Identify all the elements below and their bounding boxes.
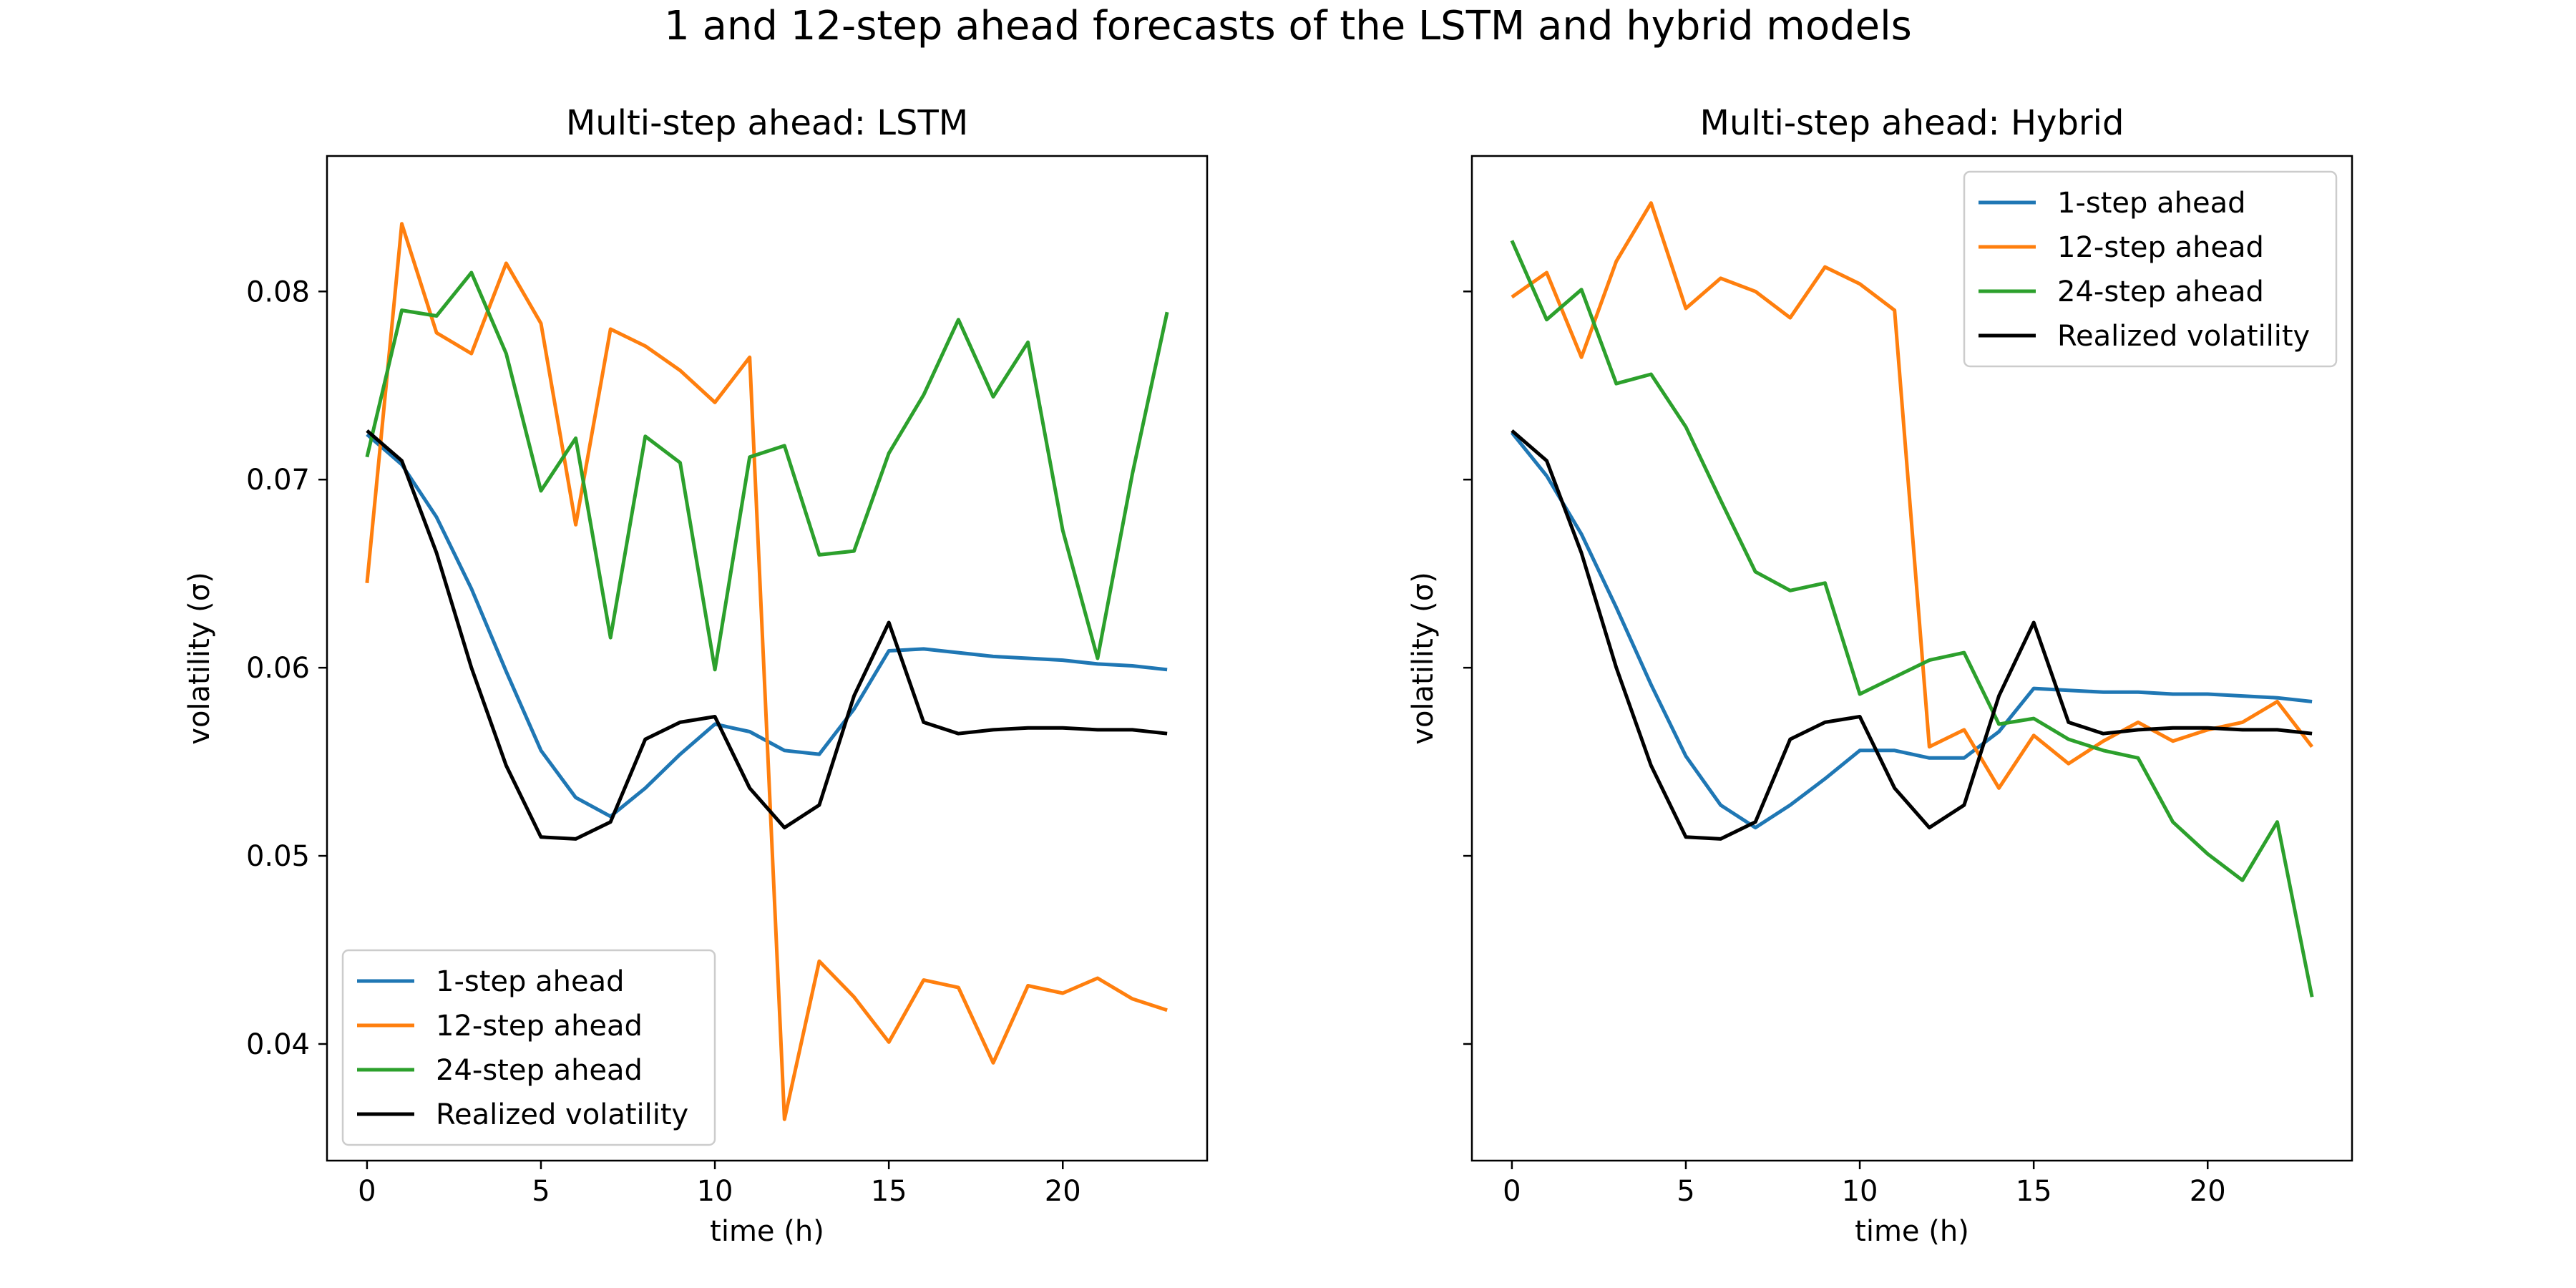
y-axis-label: volatility (σ) <box>1407 572 1440 744</box>
legend-entry: 24-step ahead <box>436 1054 643 1087</box>
figure-title: 1 and 12-step ahead forecasts of the LST… <box>664 3 1912 49</box>
legend-entry: 1-step ahead <box>2057 187 2246 220</box>
series-line-2 <box>1511 201 2314 790</box>
x-tick-label: 10 <box>697 1175 733 1208</box>
legend-entry: 1-step ahead <box>436 965 625 998</box>
series-line-4 <box>366 429 1168 841</box>
series-line-4 <box>1511 429 2313 841</box>
y-tick-label: 0.06 <box>246 652 310 685</box>
y-tick-label: 0.04 <box>246 1028 310 1061</box>
chart-panel-2: 0 5 10 15 20 Multi-step ahead: Hybrid time (h)… <box>1407 103 2353 1248</box>
x-tick-label: 15 <box>2016 1175 2052 1208</box>
legend-entry: 12-step ahead <box>436 1010 643 1043</box>
x-tick-label: 20 <box>2190 1175 2226 1208</box>
y-tick-label: 0.07 <box>246 464 310 497</box>
chart-panel-1: 0 5 10 15 20 0.04 0.05 0.06 0.07 0.08 Multi-step a… <box>183 103 1209 1248</box>
legend: 1-step ahead 12-step ahead 24-step ahead Re… <box>341 949 716 1146</box>
x-tick-label: 10 <box>1842 1175 1878 1208</box>
series-line-3 <box>365 270 1169 672</box>
y-axis-label: volatility (σ) <box>183 572 216 744</box>
legend-entry: 24-step ahead <box>2057 275 2264 308</box>
x-tick-label: 0 <box>358 1175 376 1208</box>
y-tick-label: 0.08 <box>246 275 310 308</box>
y-tick-label: 0.05 <box>246 840 310 873</box>
x-tick-label: 15 <box>871 1175 907 1208</box>
series-line-3 <box>1510 240 2314 997</box>
x-axis-label: time (h) <box>1855 1215 1969 1248</box>
x-tick-label: 5 <box>1677 1175 1694 1208</box>
x-axis-label: time (h) <box>710 1215 824 1248</box>
legend-box <box>1963 170 2338 368</box>
axes-frame <box>326 155 1209 1162</box>
legend: 1-step ahead 12-step ahead 24-step ahead Re… <box>1963 170 2338 368</box>
legend-entry: 12-step ahead <box>2057 231 2264 264</box>
axes-frame <box>1470 155 2353 1162</box>
legend-box <box>341 949 716 1146</box>
x-tick-label: 20 <box>1045 1175 1081 1208</box>
legend-entry: Realized volatility <box>2057 320 2310 353</box>
series-line-1 <box>1510 431 2313 830</box>
axes-title: Multi-step ahead: Hybrid <box>1700 103 2124 143</box>
x-tick-label: 0 <box>1503 1175 1521 1208</box>
x-tick-label: 5 <box>532 1175 550 1208</box>
legend-entry: Realized volatility <box>436 1098 688 1131</box>
axes-title: Multi-step ahead: LSTM <box>566 103 968 143</box>
series-line-2 <box>365 222 1168 1121</box>
